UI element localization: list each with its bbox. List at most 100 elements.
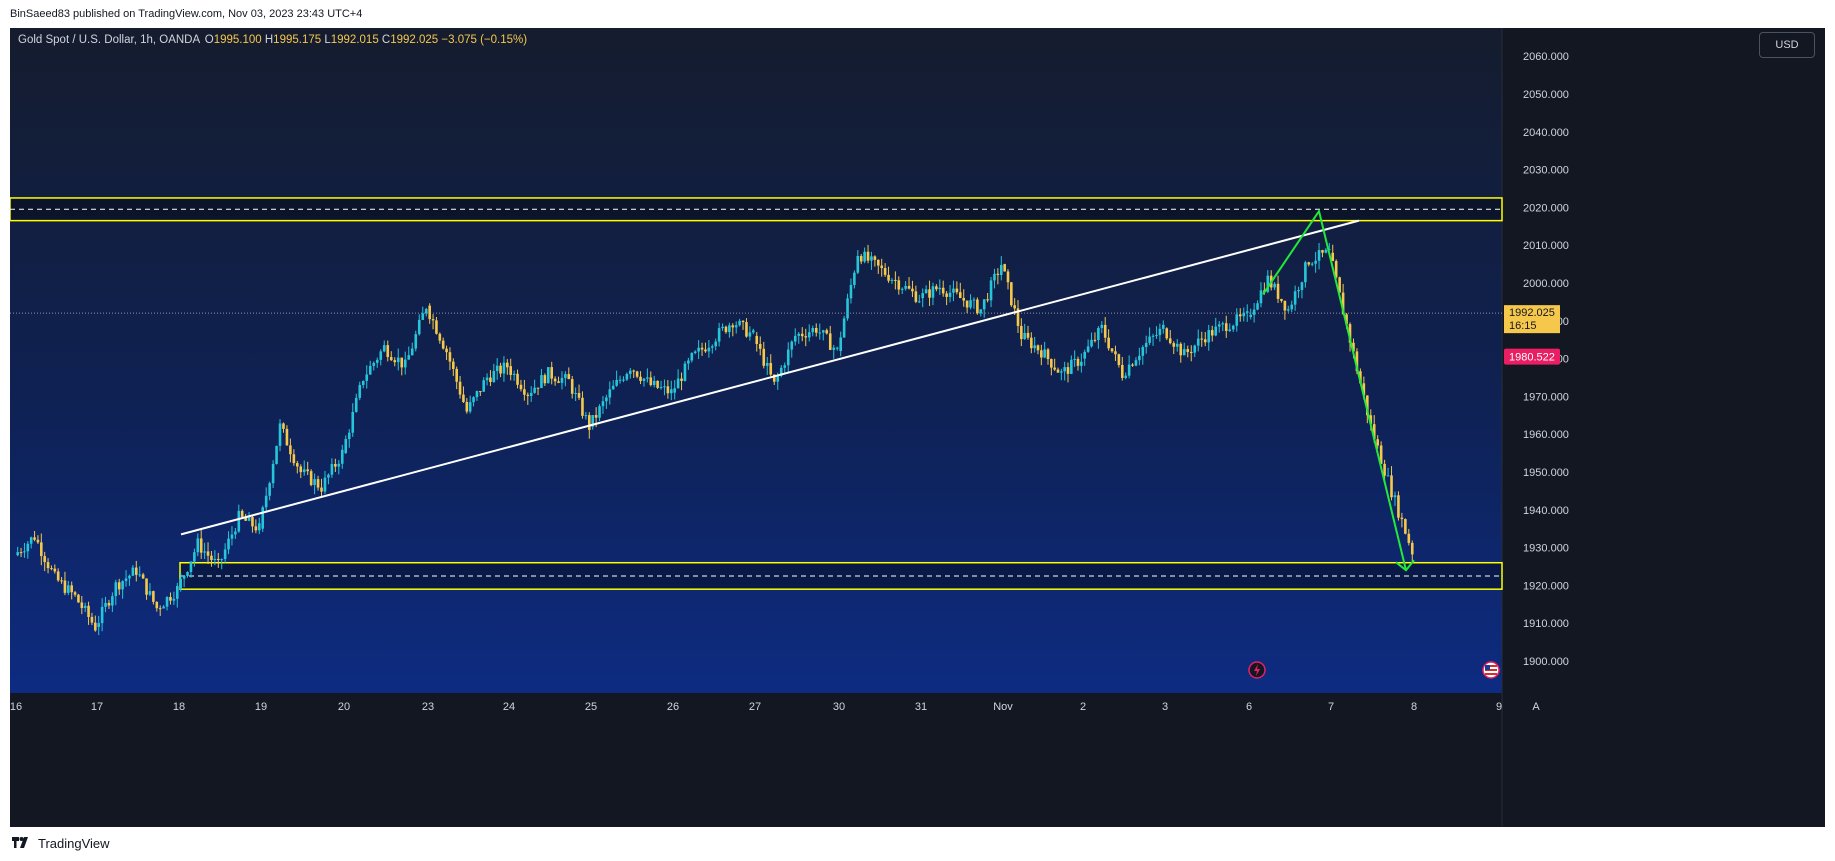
candle-body: [669, 389, 673, 394]
price-axis[interactable]: [1502, 28, 1825, 827]
candle-body: [83, 605, 87, 608]
auto-scale-icon[interactable]: A: [1532, 701, 1540, 713]
candle-body: [1117, 354, 1121, 365]
open-value: 1995.100: [213, 34, 262, 46]
candle-body: [361, 380, 365, 385]
candle-body: [254, 526, 258, 531]
candle-body: [414, 334, 418, 349]
currency-button[interactable]: USD: [1759, 32, 1815, 58]
candle-body: [29, 537, 33, 544]
us-flag-event-icon[interactable]: [1482, 661, 1500, 679]
candle-body: [70, 585, 73, 593]
projection-arrow[interactable]: [1262, 208, 1407, 571]
candle-body: [334, 464, 337, 467]
candle-body: [1050, 359, 1053, 368]
candle-body: [455, 368, 458, 382]
candle-body: [128, 575, 131, 579]
candle-body: [1060, 371, 1063, 373]
candle-body: [1331, 252, 1335, 262]
candle-body: [237, 510, 241, 532]
candle-body: [1366, 395, 1369, 416]
candle-body: [642, 378, 646, 381]
y-tick-label: 1950.000: [1523, 467, 1569, 479]
candle-body: [56, 571, 60, 581]
y-tick-label: 2000.000: [1523, 278, 1569, 290]
candle-body: [1400, 517, 1404, 520]
x-tick-label: 3: [1162, 701, 1168, 713]
candle-body: [577, 392, 581, 398]
candle-body: [894, 279, 897, 281]
candle-body: [1231, 325, 1235, 330]
candle-body: [804, 336, 808, 338]
y-tick-label: 1910.000: [1523, 618, 1569, 630]
candle-body: [155, 601, 159, 609]
price-chart[interactable]: 2060.000 2050.000 2040.000 2030.000 2020.000…: [10, 28, 1825, 827]
candle-body: [19, 552, 23, 554]
x-tick-label: 31: [915, 701, 927, 713]
candle-body: [1393, 495, 1397, 498]
candle-body: [141, 574, 145, 579]
lightning-event-icon[interactable]: [1248, 661, 1266, 679]
chart-frame[interactable]: 2060.000 2050.000 2040.000 2030.000 2020.000…: [10, 28, 1825, 827]
candle-body: [935, 286, 938, 290]
candle-body: [1076, 358, 1080, 366]
candle-body: [485, 377, 489, 381]
candle-body: [540, 375, 543, 389]
candle-body: [707, 347, 711, 352]
candle-body: [1297, 290, 1300, 292]
change-value: −3.075 (−0.15%): [441, 34, 528, 46]
candle-body: [680, 378, 683, 381]
candle-body: [622, 379, 625, 381]
candles: [16, 242, 1414, 636]
candle-body: [859, 255, 863, 262]
candle-body: [591, 415, 595, 427]
candle-body: [428, 305, 431, 320]
candle-body: [1338, 277, 1341, 293]
candle-body: [372, 362, 376, 366]
candle-body: [148, 591, 152, 595]
candle-body: [1030, 337, 1033, 349]
candle-body: [1131, 364, 1134, 366]
trendline[interactable]: [180, 219, 1360, 536]
candle-body: [601, 401, 605, 407]
candle-body: [1304, 262, 1307, 283]
candle-body: [421, 313, 425, 320]
candle-body: [40, 542, 43, 557]
candle-body: [435, 320, 438, 334]
alert-price-badge[interactable]: [1504, 348, 1560, 365]
candle-body: [663, 386, 666, 388]
candle-body: [506, 362, 509, 368]
candle-body: [1390, 475, 1393, 498]
candle-body: [1359, 371, 1362, 384]
countdown-label: 16:15: [1509, 320, 1537, 332]
candle-body: [368, 365, 372, 375]
candle-body: [1036, 345, 1040, 351]
candle-body: [870, 256, 873, 261]
candle-body: [762, 348, 766, 366]
candle-body: [683, 363, 687, 381]
candle-body: [751, 330, 755, 333]
candle-body: [779, 367, 783, 376]
candle-body: [945, 293, 948, 297]
candle-body: [790, 341, 794, 350]
candle-body: [982, 299, 986, 310]
supply-demand-zone[interactable]: [10, 197, 1503, 222]
candle-body: [1324, 249, 1328, 253]
candle-body: [268, 483, 271, 496]
candle-body: [111, 596, 114, 606]
candle-body: [900, 288, 904, 290]
candle-body: [560, 377, 564, 383]
candle-body: [50, 568, 53, 570]
time-axis[interactable]: [10, 693, 1502, 827]
candle-body: [639, 376, 642, 381]
candle-body: [351, 411, 355, 433]
candle-body: [1276, 283, 1280, 299]
x-tick-label: 18: [173, 701, 185, 713]
candle-body: [724, 326, 728, 333]
candle-body: [772, 374, 776, 382]
candle-body: [1200, 338, 1204, 340]
candle-body: [608, 389, 612, 398]
candle-body: [327, 474, 330, 478]
candle-body: [846, 298, 849, 319]
y-tick-label: 1960.000: [1523, 429, 1569, 441]
